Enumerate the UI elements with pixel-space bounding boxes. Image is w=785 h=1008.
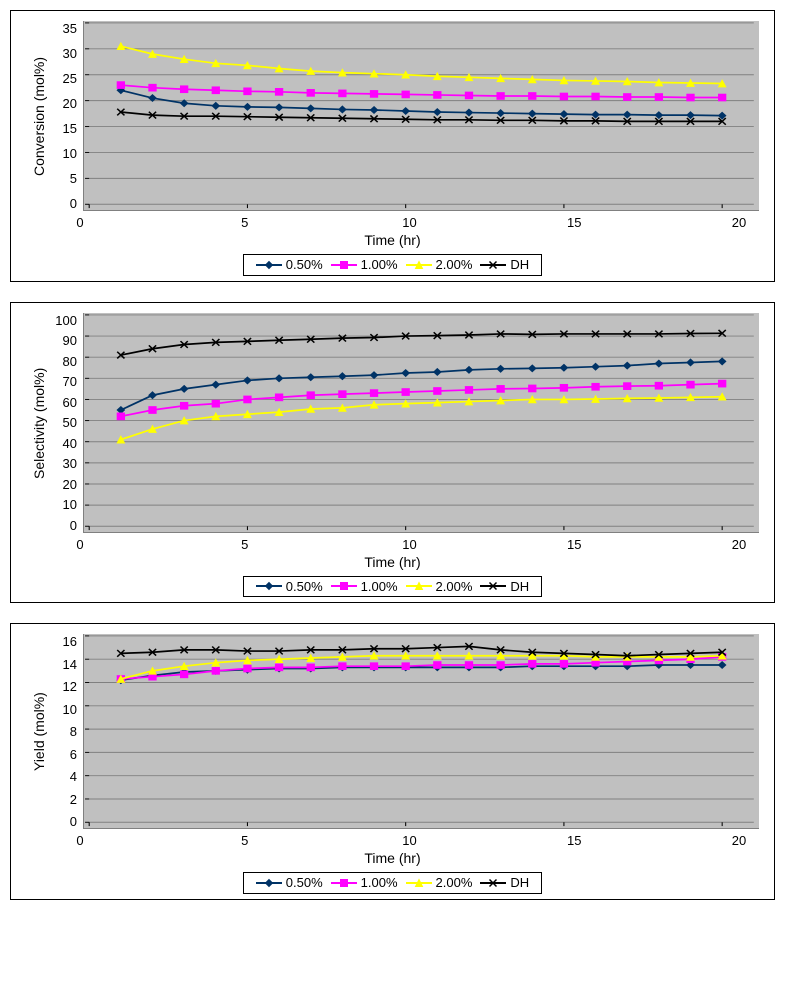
chart-panel-2: Yield (mol%) 1614121086420 05101520 Time… (10, 623, 775, 900)
legend-item-0.50%: 0.50% (256, 579, 323, 594)
x-axis-label: Time (hr) (26, 232, 759, 248)
legend-item-1.00%: 1.00% (331, 875, 398, 890)
y-tick: 30 (47, 456, 77, 471)
y-tick: 100 (47, 313, 77, 328)
x-tick: 20 (729, 833, 749, 848)
legend-label: 2.00% (436, 257, 473, 272)
legend-item-DH: DH (480, 875, 529, 890)
y-tick: 12 (47, 679, 77, 694)
legend-item-0.50%: 0.50% (256, 875, 323, 890)
legend: 0.50% 1.00% 2.00% DH (243, 576, 542, 598)
legend-label: DH (510, 579, 529, 594)
x-tick: 5 (235, 537, 255, 552)
y-axis-ticks: 35 30 25 20 15 10 5 0 (47, 21, 83, 211)
x-tick: 10 (400, 215, 420, 230)
y-axis-label: Selectivity (mol%) (26, 313, 47, 533)
x-tick: 20 (729, 537, 749, 552)
x-tick: 5 (235, 215, 255, 230)
x-axis-ticks: 05101520 (80, 829, 759, 848)
y-tick: 70 (47, 374, 77, 389)
y-tick: 8 (47, 724, 77, 739)
x-tick: 0 (70, 215, 90, 230)
chart-panel-1: Selectivity (mol%) 100908070605040302010… (10, 302, 775, 604)
x-tick: 10 (400, 537, 420, 552)
y-tick: 60 (47, 395, 77, 410)
chart-panel-0: Conversion (mol%) 35 30 25 20 15 10 5 0 0 5 10 15 2… (10, 10, 775, 282)
legend-item-2.00%: 2.00% (406, 257, 473, 272)
x-axis-ticks: 05101520 (80, 533, 759, 552)
legend-item-0.50%: 0.50% (256, 257, 323, 272)
legend-label: DH (510, 257, 529, 272)
y-tick: 50 (47, 415, 77, 430)
x-tick: 15 (564, 215, 584, 230)
y-tick: 40 (47, 436, 77, 451)
legend-label: 1.00% (361, 875, 398, 890)
legend-item-1.00%: 1.00% (331, 257, 398, 272)
y-tick: 30 (47, 46, 77, 61)
legend-label: 0.50% (286, 257, 323, 272)
y-axis-ticks: 16 14 12 10 8 6 4 2 0 (47, 634, 83, 829)
legend: 0.50% 1.00% 2.00% DH (243, 254, 542, 276)
y-tick: 4 (47, 769, 77, 784)
legend-item-DH: DH (480, 579, 529, 594)
legend-label: DH (510, 875, 529, 890)
legend-item-2.00%: 2.00% (406, 875, 473, 890)
y-tick: 0 (47, 518, 77, 533)
plot-area (83, 313, 759, 533)
x-tick: 5 (235, 833, 255, 848)
y-tick: 14 (47, 657, 77, 672)
y-tick: 35 (47, 21, 77, 36)
legend: 0.50% 1.00% 2.00% DH (243, 872, 542, 894)
y-tick: 10 (47, 497, 77, 512)
y-tick: 80 (47, 354, 77, 369)
y-tick: 25 (47, 71, 77, 86)
y-tick: 90 (47, 333, 77, 348)
x-tick: 15 (564, 537, 584, 552)
y-tick: 0 (47, 814, 77, 829)
y-tick: 16 (47, 634, 77, 649)
legend-label: 2.00% (436, 875, 473, 890)
y-tick: 15 (47, 121, 77, 136)
legend-label: 2.00% (436, 579, 473, 594)
y-tick: 6 (47, 747, 77, 762)
legend-label: 1.00% (361, 579, 398, 594)
y-tick: 10 (47, 146, 77, 161)
legend-label: 0.50% (286, 875, 323, 890)
y-tick: 0 (47, 196, 77, 211)
x-tick: 0 (70, 833, 90, 848)
y-tick: 10 (47, 702, 77, 717)
legend-item-DH: DH (480, 257, 529, 272)
plot-area (83, 634, 759, 829)
y-axis-ticks: 1009080706050403020100 (47, 313, 83, 533)
x-tick: 10 (400, 833, 420, 848)
y-axis-label: Yield (mol%) (26, 634, 47, 829)
x-axis-ticks: 05101520 (80, 211, 759, 230)
legend-item-1.00%: 1.00% (331, 579, 398, 594)
x-tick: 0 (70, 537, 90, 552)
plot-area (83, 21, 759, 211)
x-tick: 20 (729, 215, 749, 230)
x-axis-label: Time (hr) (26, 850, 759, 866)
y-axis-label: Conversion (mol%) (26, 21, 47, 211)
y-tick: 2 (47, 792, 77, 807)
legend-label: 0.50% (286, 579, 323, 594)
charts-container: Conversion (mol%) 35302520151050 0510152… (10, 10, 775, 900)
x-axis-label: Time (hr) (26, 554, 759, 570)
x-tick: 15 (564, 833, 584, 848)
y-tick: 20 (47, 96, 77, 111)
y-tick: 20 (47, 477, 77, 492)
y-tick: 5 (47, 171, 77, 186)
legend-item-2.00%: 2.00% (406, 579, 473, 594)
legend-label: 1.00% (361, 257, 398, 272)
